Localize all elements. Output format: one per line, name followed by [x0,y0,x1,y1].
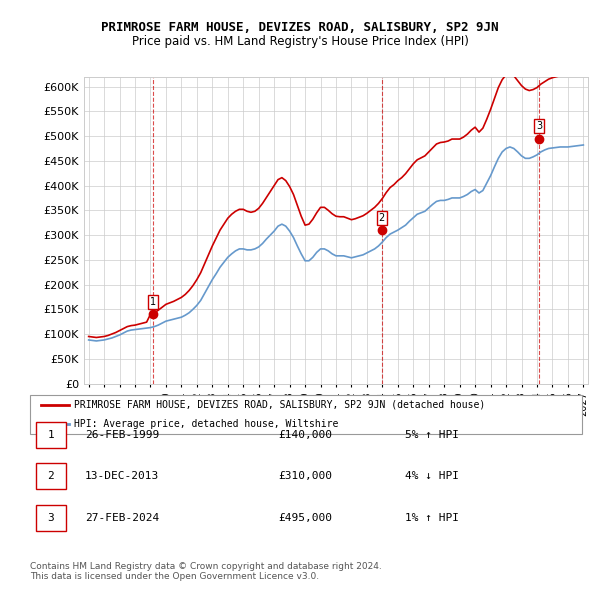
FancyBboxPatch shape [35,505,66,531]
Text: 2: 2 [379,212,385,222]
Text: This data is licensed under the Open Government Licence v3.0.: This data is licensed under the Open Gov… [30,572,319,581]
Text: Contains HM Land Registry data © Crown copyright and database right 2024.: Contains HM Land Registry data © Crown c… [30,562,382,571]
Text: 3: 3 [536,121,542,131]
Text: 3: 3 [47,513,54,523]
Text: 1: 1 [47,430,54,440]
FancyBboxPatch shape [30,395,582,434]
FancyBboxPatch shape [35,464,66,490]
Text: 4% ↓ HPI: 4% ↓ HPI [406,471,460,481]
Text: Price paid vs. HM Land Registry's House Price Index (HPI): Price paid vs. HM Land Registry's House … [131,35,469,48]
Text: 26-FEB-1999: 26-FEB-1999 [85,430,160,440]
Text: 27-FEB-2024: 27-FEB-2024 [85,513,160,523]
Text: PRIMROSE FARM HOUSE, DEVIZES ROAD, SALISBURY, SP2 9JN (detached house): PRIMROSE FARM HOUSE, DEVIZES ROAD, SALIS… [74,400,485,410]
Text: HPI: Average price, detached house, Wiltshire: HPI: Average price, detached house, Wilt… [74,419,338,429]
Text: 1: 1 [150,297,156,307]
FancyBboxPatch shape [35,422,66,448]
Text: 13-DEC-2013: 13-DEC-2013 [85,471,160,481]
Text: £495,000: £495,000 [278,513,332,523]
Text: 5% ↑ HPI: 5% ↑ HPI [406,430,460,440]
Text: 2: 2 [47,471,54,481]
Text: 1% ↑ HPI: 1% ↑ HPI [406,513,460,523]
Text: PRIMROSE FARM HOUSE, DEVIZES ROAD, SALISBURY, SP2 9JN: PRIMROSE FARM HOUSE, DEVIZES ROAD, SALIS… [101,21,499,34]
Text: £140,000: £140,000 [278,430,332,440]
Text: £310,000: £310,000 [278,471,332,481]
